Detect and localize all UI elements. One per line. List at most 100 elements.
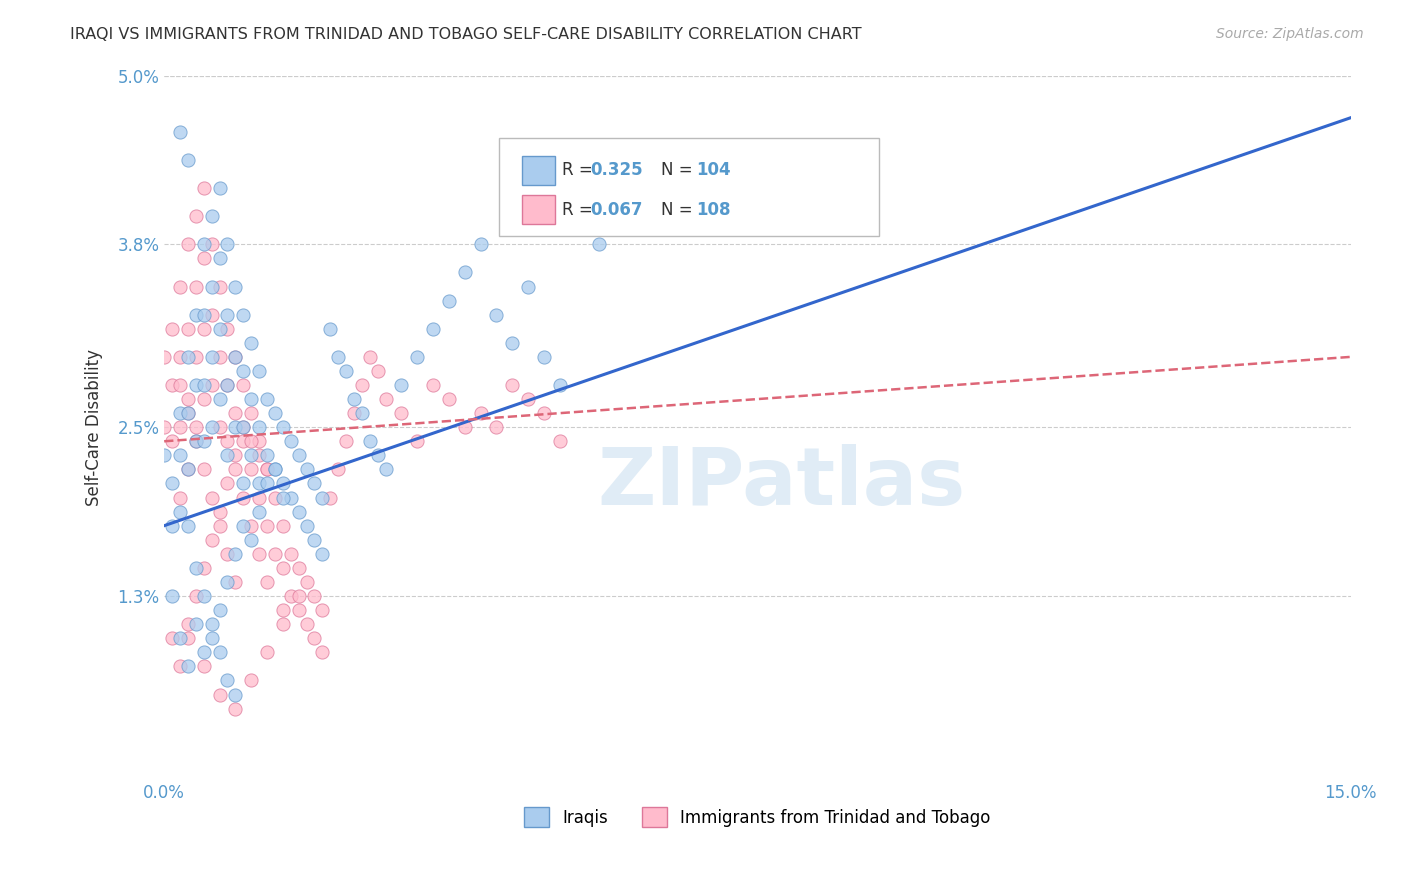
Point — [201, 308, 224, 322]
Point — [169, 350, 191, 364]
Text: 0.067: 0.067 — [591, 201, 643, 219]
Point — [271, 603, 294, 617]
Point — [160, 476, 183, 491]
Point — [256, 448, 278, 462]
Point — [304, 533, 326, 547]
Point — [271, 420, 294, 434]
Point — [280, 547, 302, 561]
Point — [343, 406, 366, 420]
Point — [548, 378, 571, 392]
Point — [280, 589, 302, 603]
Point — [184, 420, 207, 434]
Point — [247, 476, 270, 491]
Point — [160, 518, 183, 533]
Point — [208, 420, 231, 434]
Point — [240, 335, 263, 350]
Point — [548, 434, 571, 449]
Point — [169, 420, 191, 434]
Point — [224, 688, 246, 702]
Point — [232, 518, 254, 533]
Point — [335, 434, 357, 449]
Point — [177, 406, 200, 420]
Point — [232, 491, 254, 505]
Point — [201, 632, 224, 646]
Point — [224, 406, 246, 420]
Point — [359, 350, 381, 364]
Point — [256, 518, 278, 533]
Point — [422, 378, 444, 392]
Point — [391, 406, 413, 420]
Point — [184, 350, 207, 364]
Point — [217, 378, 239, 392]
Point — [311, 491, 333, 505]
Point — [201, 209, 224, 223]
Point — [217, 378, 239, 392]
Point — [374, 392, 396, 406]
Point — [224, 350, 246, 364]
Point — [232, 434, 254, 449]
Point — [224, 350, 246, 364]
Point — [201, 420, 224, 434]
Point — [406, 350, 429, 364]
Point — [177, 617, 200, 632]
Point — [160, 378, 183, 392]
Point — [193, 645, 215, 659]
Point — [169, 448, 191, 462]
Point — [454, 265, 477, 279]
Point — [232, 476, 254, 491]
Point — [224, 574, 246, 589]
Point — [217, 322, 239, 336]
Point — [295, 617, 318, 632]
Point — [208, 279, 231, 293]
Point — [533, 406, 555, 420]
Point — [177, 406, 200, 420]
Point — [311, 645, 333, 659]
Point — [208, 645, 231, 659]
Point — [224, 547, 246, 561]
Point — [517, 392, 540, 406]
Point — [177, 392, 200, 406]
Point — [201, 617, 224, 632]
Point — [184, 378, 207, 392]
Point — [533, 350, 555, 364]
Point — [247, 547, 270, 561]
Text: 0.325: 0.325 — [591, 161, 643, 179]
Point — [264, 491, 287, 505]
Point — [470, 237, 492, 252]
Point — [177, 518, 200, 533]
Point — [304, 589, 326, 603]
Point — [240, 462, 263, 476]
Point — [304, 476, 326, 491]
Point — [264, 547, 287, 561]
Point — [208, 392, 231, 406]
Point — [184, 617, 207, 632]
Point — [232, 420, 254, 434]
Point — [256, 645, 278, 659]
Point — [217, 448, 239, 462]
Point — [271, 518, 294, 533]
Point — [177, 153, 200, 167]
Point — [217, 673, 239, 688]
Point — [287, 603, 309, 617]
Point — [184, 209, 207, 223]
Point — [201, 533, 224, 547]
Y-axis label: Self-Care Disability: Self-Care Disability — [86, 349, 103, 506]
Text: 108: 108 — [696, 201, 731, 219]
Point — [193, 322, 215, 336]
Point — [201, 378, 224, 392]
Text: IRAQI VS IMMIGRANTS FROM TRINIDAD AND TOBAGO SELF-CARE DISABILITY CORRELATION CH: IRAQI VS IMMIGRANTS FROM TRINIDAD AND TO… — [70, 27, 862, 42]
Point — [169, 125, 191, 139]
Text: 104: 104 — [696, 161, 731, 179]
Point — [437, 293, 460, 308]
Point — [343, 392, 366, 406]
Point — [224, 462, 246, 476]
Point — [177, 659, 200, 673]
Point — [193, 308, 215, 322]
Point — [184, 434, 207, 449]
Point — [707, 139, 730, 153]
Point — [217, 476, 239, 491]
Point — [184, 561, 207, 575]
Point — [177, 462, 200, 476]
Point — [627, 209, 650, 223]
Point — [335, 364, 357, 378]
